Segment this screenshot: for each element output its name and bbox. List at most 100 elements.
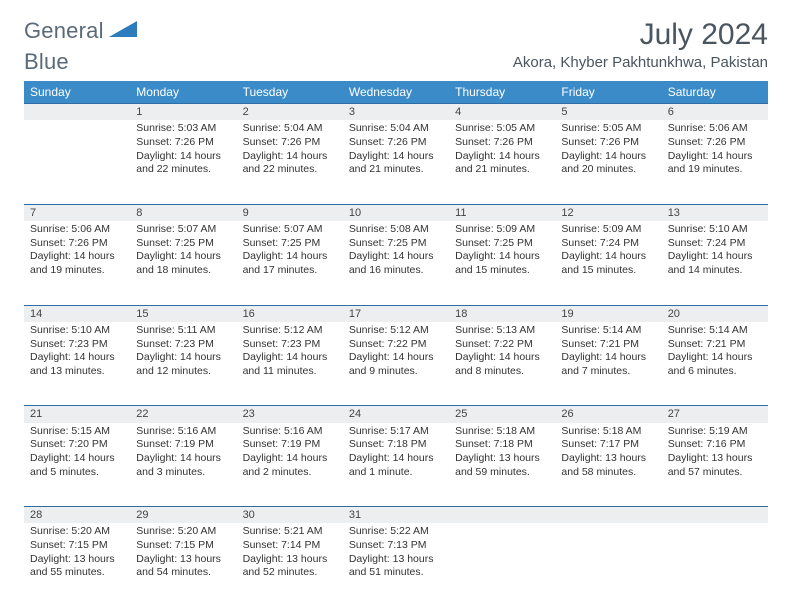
day-cell: Sunrise: 5:11 AMSunset: 7:23 PMDaylight:… xyxy=(130,322,236,406)
day-number: 11 xyxy=(449,204,555,221)
daylight-text: Daylight: 14 hours xyxy=(349,452,443,466)
brand-accent: Blue xyxy=(24,49,69,74)
sunrise-text: Sunrise: 5:05 AM xyxy=(455,122,549,136)
day-number: 20 xyxy=(662,305,768,322)
daylight-text: Daylight: 14 hours xyxy=(136,351,230,365)
sunset-text: Sunset: 7:18 PM xyxy=(455,438,549,452)
sunrise-text: Sunrise: 5:04 AM xyxy=(349,122,443,136)
daylight-text: and 16 minutes. xyxy=(349,264,443,278)
day-cell: Sunrise: 5:20 AMSunset: 7:15 PMDaylight:… xyxy=(130,523,236,607)
day-number xyxy=(449,507,555,524)
day-cell: Sunrise: 5:10 AMSunset: 7:24 PMDaylight:… xyxy=(662,221,768,305)
day-number xyxy=(555,507,661,524)
day-number: 5 xyxy=(555,104,661,121)
day-number: 28 xyxy=(24,507,130,524)
sunrise-text: Sunrise: 5:08 AM xyxy=(349,223,443,237)
day-number xyxy=(24,104,130,121)
sunset-text: Sunset: 7:16 PM xyxy=(668,438,762,452)
daylight-text: and 7 minutes. xyxy=(561,365,655,379)
day-number-row: 14151617181920 xyxy=(24,305,768,322)
daylight-text: and 12 minutes. xyxy=(136,365,230,379)
day-cell: Sunrise: 5:05 AMSunset: 7:26 PMDaylight:… xyxy=(555,120,661,204)
sunset-text: Sunset: 7:15 PM xyxy=(30,539,124,553)
day-number: 29 xyxy=(130,507,236,524)
daylight-text: Daylight: 13 hours xyxy=(668,452,762,466)
day-cell: Sunrise: 5:15 AMSunset: 7:20 PMDaylight:… xyxy=(24,423,130,507)
daylight-text: Daylight: 13 hours xyxy=(561,452,655,466)
day-number: 6 xyxy=(662,104,768,121)
daylight-text: and 9 minutes. xyxy=(349,365,443,379)
day-cell: Sunrise: 5:06 AMSunset: 7:26 PMDaylight:… xyxy=(24,221,130,305)
sunset-text: Sunset: 7:23 PM xyxy=(136,338,230,352)
sunset-text: Sunset: 7:25 PM xyxy=(243,237,337,251)
daylight-text: Daylight: 14 hours xyxy=(668,150,762,164)
day-number: 1 xyxy=(130,104,236,121)
daylight-text: and 21 minutes. xyxy=(455,163,549,177)
day-content-row: Sunrise: 5:15 AMSunset: 7:20 PMDaylight:… xyxy=(24,423,768,507)
sunset-text: Sunset: 7:22 PM xyxy=(455,338,549,352)
day-number: 22 xyxy=(130,406,236,423)
weekday-header: Sunday xyxy=(24,81,130,104)
day-number: 17 xyxy=(343,305,449,322)
sunrise-text: Sunrise: 5:19 AM xyxy=(668,425,762,439)
daylight-text: Daylight: 14 hours xyxy=(349,250,443,264)
day-cell: Sunrise: 5:16 AMSunset: 7:19 PMDaylight:… xyxy=(130,423,236,507)
daylight-text: and 59 minutes. xyxy=(455,466,549,480)
weekday-header-row: Sunday Monday Tuesday Wednesday Thursday… xyxy=(24,81,768,104)
day-cell xyxy=(24,120,130,204)
day-cell: Sunrise: 5:03 AMSunset: 7:26 PMDaylight:… xyxy=(130,120,236,204)
daylight-text: and 15 minutes. xyxy=(455,264,549,278)
weekday-header: Tuesday xyxy=(237,81,343,104)
day-number: 3 xyxy=(343,104,449,121)
sunset-text: Sunset: 7:25 PM xyxy=(136,237,230,251)
sunrise-text: Sunrise: 5:18 AM xyxy=(561,425,655,439)
daylight-text: Daylight: 14 hours xyxy=(136,452,230,466)
day-number: 9 xyxy=(237,204,343,221)
daylight-text: and 54 minutes. xyxy=(136,566,230,580)
sunrise-text: Sunrise: 5:16 AM xyxy=(243,425,337,439)
day-cell: Sunrise: 5:04 AMSunset: 7:26 PMDaylight:… xyxy=(237,120,343,204)
day-cell: Sunrise: 5:21 AMSunset: 7:14 PMDaylight:… xyxy=(237,523,343,607)
daylight-text: and 5 minutes. xyxy=(30,466,124,480)
day-cell: Sunrise: 5:18 AMSunset: 7:17 PMDaylight:… xyxy=(555,423,661,507)
daylight-text: Daylight: 14 hours xyxy=(243,452,337,466)
sunrise-text: Sunrise: 5:22 AM xyxy=(349,525,443,539)
sunset-text: Sunset: 7:26 PM xyxy=(668,136,762,150)
day-number: 2 xyxy=(237,104,343,121)
day-cell: Sunrise: 5:17 AMSunset: 7:18 PMDaylight:… xyxy=(343,423,449,507)
day-number: 23 xyxy=(237,406,343,423)
day-number xyxy=(662,507,768,524)
day-cell xyxy=(662,523,768,607)
day-number: 19 xyxy=(555,305,661,322)
weekday-header: Friday xyxy=(555,81,661,104)
day-number: 18 xyxy=(449,305,555,322)
day-cell: Sunrise: 5:09 AMSunset: 7:24 PMDaylight:… xyxy=(555,221,661,305)
daylight-text: Daylight: 14 hours xyxy=(668,250,762,264)
sunset-text: Sunset: 7:18 PM xyxy=(349,438,443,452)
daylight-text: and 57 minutes. xyxy=(668,466,762,480)
day-cell: Sunrise: 5:20 AMSunset: 7:15 PMDaylight:… xyxy=(24,523,130,607)
day-cell: Sunrise: 5:04 AMSunset: 7:26 PMDaylight:… xyxy=(343,120,449,204)
daylight-text: and 51 minutes. xyxy=(349,566,443,580)
daylight-text: and 15 minutes. xyxy=(561,264,655,278)
daylight-text: and 22 minutes. xyxy=(243,163,337,177)
sunset-text: Sunset: 7:26 PM xyxy=(243,136,337,150)
sunset-text: Sunset: 7:21 PM xyxy=(668,338,762,352)
sunrise-text: Sunrise: 5:20 AM xyxy=(30,525,124,539)
day-cell: Sunrise: 5:18 AMSunset: 7:18 PMDaylight:… xyxy=(449,423,555,507)
daylight-text: Daylight: 14 hours xyxy=(136,150,230,164)
weekday-header: Wednesday xyxy=(343,81,449,104)
month-title: July 2024 xyxy=(513,18,768,52)
day-cell xyxy=(449,523,555,607)
day-number: 16 xyxy=(237,305,343,322)
sunset-text: Sunset: 7:21 PM xyxy=(561,338,655,352)
daylight-text: and 1 minute. xyxy=(349,466,443,480)
sunrise-text: Sunrise: 5:09 AM xyxy=(561,223,655,237)
sunrise-text: Sunrise: 5:07 AM xyxy=(136,223,230,237)
weekday-header: Monday xyxy=(130,81,236,104)
sunset-text: Sunset: 7:25 PM xyxy=(455,237,549,251)
daylight-text: Daylight: 13 hours xyxy=(243,553,337,567)
sunrise-text: Sunrise: 5:03 AM xyxy=(136,122,230,136)
daylight-text: and 13 minutes. xyxy=(30,365,124,379)
sunset-text: Sunset: 7:19 PM xyxy=(243,438,337,452)
